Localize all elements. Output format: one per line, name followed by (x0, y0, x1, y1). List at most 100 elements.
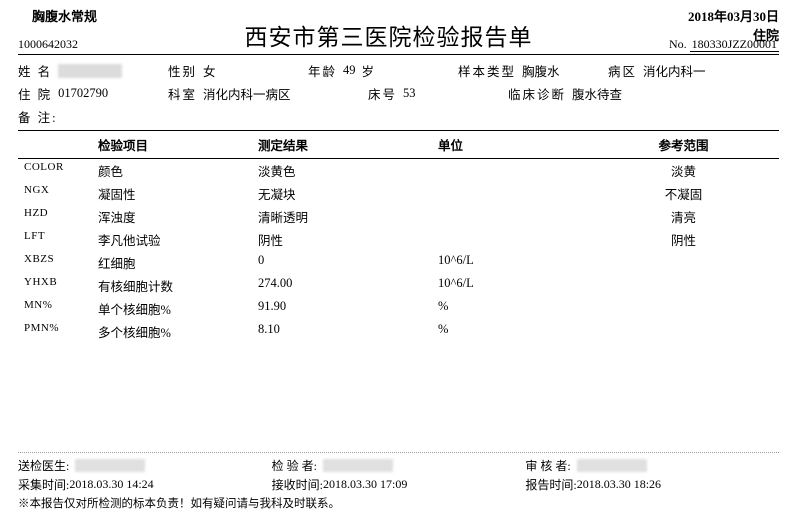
report-value: 2018.03.30 18:26 (577, 477, 661, 492)
dept-cell: 科室 消化内科一病区 (168, 84, 368, 103)
receive-time: 接收时间: 2018.03.30 17:09 (272, 476, 526, 493)
remark-label: 备 注: (18, 107, 58, 126)
age-label: 年龄 (308, 61, 337, 80)
age-cell: 年龄 49 岁 (308, 61, 458, 80)
cell-result: 274.00 (258, 276, 438, 295)
cell-ref (588, 253, 779, 272)
table-row: NGX凝固性无凝块不凝固 (18, 182, 779, 205)
cell-code: YHXB (18, 276, 98, 295)
meta-row-1: 姓 名 性别 女 年龄 49 岁 样本类型 胸腹水 病区 消化内科一 (18, 55, 779, 80)
cell-ref (588, 299, 779, 318)
name-label: 姓 名 (18, 61, 52, 80)
result-table: 检验项目 测定结果 单位 参考范围 COLOR颜色淡黄色淡黄NGX凝固性无凝块不… (18, 130, 779, 343)
diag-label: 临床诊断 (508, 84, 566, 103)
inpatient-no: 01702790 (58, 86, 108, 101)
inspector-label: 检 验 者: (272, 457, 317, 474)
cell-item: 李凡他试验 (98, 230, 258, 249)
cell-code: PMN% (18, 322, 98, 341)
report-date: 2018年03月30日 (688, 6, 779, 25)
cell-unit (438, 207, 588, 226)
diag-value: 腹水待查 (572, 84, 622, 103)
table-header: 检验项目 测定结果 单位 参考范围 (18, 130, 779, 159)
inpatient-cell: 住 院 01702790 (18, 84, 168, 103)
cell-item: 凝固性 (98, 184, 258, 203)
cell-result: 清晰透明 (258, 207, 438, 226)
title-line: 1000642032 西安市第三医院检验报告单 No. 180330JZZ000… (18, 24, 779, 52)
ward-cell: 病区 消化内科一 (608, 61, 768, 80)
th-item: 检验项目 (98, 135, 258, 154)
bed-label: 床号 (368, 84, 397, 103)
cell-code: LFT (18, 230, 98, 249)
age-value: 49 (343, 63, 356, 78)
cell-code: COLOR (18, 161, 98, 180)
reviewer: 审 核 者: (525, 457, 779, 474)
sex-cell: 性别 女 (168, 61, 308, 80)
send-doctor: 送检医生: (18, 457, 272, 474)
reviewer-label: 审 核 者: (525, 457, 570, 474)
cell-ref: 清亮 (588, 207, 779, 226)
send-doctor-redacted (75, 459, 145, 472)
sex-value: 女 (203, 61, 216, 80)
collect-label: 采集时间: (18, 476, 69, 493)
cell-code: HZD (18, 207, 98, 226)
cell-unit (438, 230, 588, 249)
remark-cell: 备 注: (18, 107, 58, 126)
cell-unit (438, 161, 588, 180)
table-row: XBZS红细胞010^6/L (18, 251, 779, 274)
cell-item: 有核细胞计数 (98, 276, 258, 295)
sample-type-cell: 样本类型 胸腹水 (458, 61, 608, 80)
name-cell: 姓 名 (18, 61, 168, 80)
cell-result: 阴性 (258, 230, 438, 249)
cell-item: 浑浊度 (98, 207, 258, 226)
sex-label: 性别 (168, 61, 197, 80)
report-no-wrap: No. 180330JZZ00001 (579, 37, 779, 52)
table-body: COLOR颜色淡黄色淡黄NGX凝固性无凝块不凝固HZD浑浊度清晰透明清亮LFT李… (18, 159, 779, 343)
sample-type-label: 样本类型 (458, 61, 516, 80)
ward-label: 病区 (608, 61, 637, 80)
footer-line-2: 采集时间: 2018.03.30 14:24 接收时间: 2018.03.30 … (18, 474, 779, 493)
report-label: 报告时间: (525, 476, 576, 493)
exam-category: 胸腹水常规 (18, 6, 97, 25)
cell-item: 红细胞 (98, 253, 258, 272)
no-label: No. (669, 37, 687, 51)
meta-row-3: 备 注: (18, 103, 779, 126)
meta-row-2: 住 院 01702790 科室 消化内科一病区 床号 53 临床诊断 腹水待查 (18, 80, 779, 103)
cell-unit: 10^6/L (438, 276, 588, 295)
report-title: 西安市第三医院检验报告单 (198, 18, 579, 52)
cell-ref (588, 322, 779, 341)
th-blank (18, 135, 98, 154)
cell-code: MN% (18, 299, 98, 318)
cell-result: 淡黄色 (258, 161, 438, 180)
table-row: PMN%多个核细胞%8.10% (18, 320, 779, 343)
table-row: YHXB有核细胞计数274.0010^6/L (18, 274, 779, 297)
table-row: HZD浑浊度清晰透明 清亮 (18, 205, 779, 228)
cell-result: 8.10 (258, 322, 438, 341)
cell-item: 单个核细胞% (98, 299, 258, 318)
diag-cell: 临床诊断 腹水待查 (458, 84, 779, 103)
cell-ref: 阴性 (588, 230, 779, 249)
report-no: 180330JZZ00001 (690, 37, 779, 52)
cell-result: 91.90 (258, 299, 438, 318)
th-unit: 单位 (438, 135, 588, 154)
age-unit: 岁 (362, 61, 375, 80)
ward-value: 消化内科一 (643, 61, 706, 80)
footer-block: 送检医生: 检 验 者: 审 核 者: 采集时间: 2018.03.30 14:… (18, 452, 779, 511)
case-id: 1000642032 (18, 37, 198, 52)
send-doctor-label: 送检医生: (18, 457, 69, 474)
name-redacted (58, 64, 122, 78)
reviewer-redacted (577, 459, 647, 472)
cell-item: 多个核细胞% (98, 322, 258, 341)
bed-cell: 床号 53 (368, 84, 458, 103)
footer-line-1: 送检医生: 检 验 者: 审 核 者: (18, 452, 779, 474)
cell-result: 0 (258, 253, 438, 272)
cell-ref: 不凝固 (588, 184, 779, 203)
cell-unit: % (438, 322, 588, 341)
cell-code: XBZS (18, 253, 98, 272)
collect-value: 2018.03.30 14:24 (69, 477, 153, 492)
inspector-redacted (323, 459, 393, 472)
inpatient-label: 住 院 (18, 84, 52, 103)
cell-unit: % (438, 299, 588, 318)
table-row: LFT李凡他试验阴性阴性 (18, 228, 779, 251)
th-result: 测定结果 (258, 135, 438, 154)
dept-label: 科室 (168, 84, 197, 103)
